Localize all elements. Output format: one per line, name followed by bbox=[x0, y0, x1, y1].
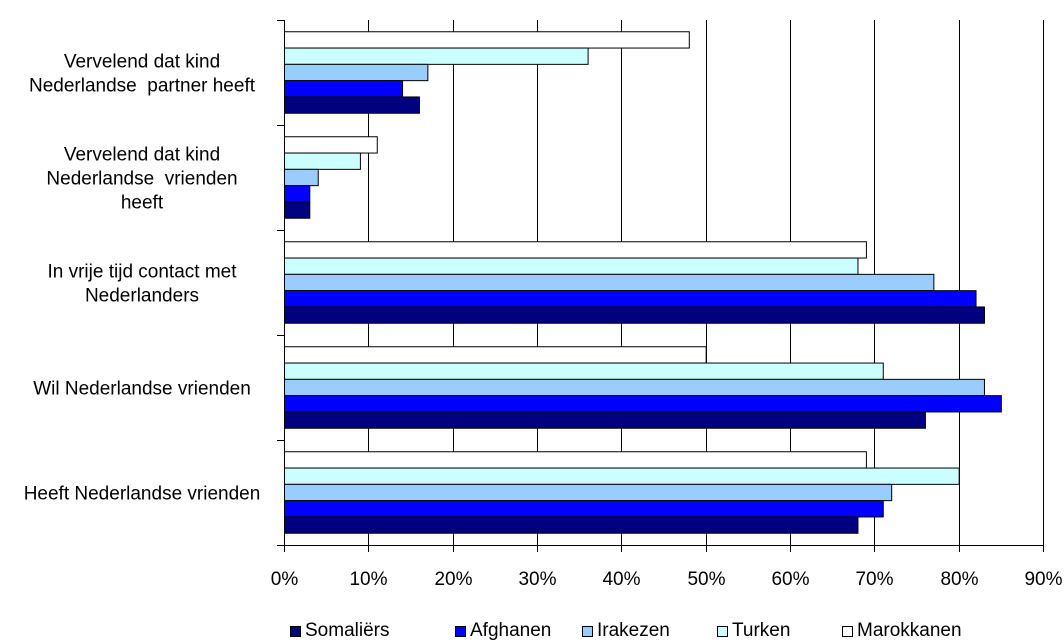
legend-label: Turken bbox=[732, 620, 791, 641]
x-tick-label: 20% bbox=[434, 569, 472, 590]
bar-marokkanen bbox=[284, 136, 378, 154]
bar-marokkanen bbox=[284, 241, 867, 259]
category-label: In vrije tijd contact met bbox=[47, 262, 237, 283]
x-tick-label: 30% bbox=[518, 569, 556, 590]
legend-item-afghanen: Afghanen bbox=[455, 620, 551, 642]
x-tick-label: 50% bbox=[687, 569, 725, 590]
x-tick-label: 60% bbox=[771, 569, 809, 590]
category-label: Vervelend dat kind bbox=[64, 52, 220, 73]
legend-swatch bbox=[290, 625, 301, 637]
legend-item-irakezen: Irakezen bbox=[582, 620, 670, 642]
legend-swatch bbox=[717, 625, 728, 637]
legend-swatch bbox=[455, 625, 466, 637]
category-label: Nederlandse partner heeft bbox=[29, 76, 256, 97]
bar-somaliërs bbox=[284, 96, 420, 114]
legend-label: Irakezen bbox=[597, 620, 670, 641]
legend-label: Marokkanen bbox=[857, 620, 962, 641]
x-tick-label: 40% bbox=[602, 569, 640, 590]
category-label: Nederlanders bbox=[85, 286, 199, 307]
category-label: Wil Nederlandse vrienden bbox=[33, 379, 251, 400]
x-tick-label: 90% bbox=[1024, 569, 1062, 590]
x-tick-label: 10% bbox=[349, 569, 387, 590]
category-label: heeft bbox=[121, 193, 164, 214]
x-tick-label: 70% bbox=[855, 569, 893, 590]
bar-turken bbox=[284, 47, 589, 65]
bar-somaliërs bbox=[284, 411, 926, 429]
bar-irakezen bbox=[284, 378, 985, 397]
category-label: Nederlandse vrienden bbox=[46, 169, 237, 190]
legend-label: Somaliërs bbox=[305, 620, 390, 641]
bar-irakezen bbox=[284, 168, 319, 187]
x-tick-label: 0% bbox=[271, 569, 299, 590]
bar-turken bbox=[284, 362, 884, 380]
bar-irakezen bbox=[284, 63, 429, 82]
bar-somaliërs bbox=[284, 306, 985, 324]
bar-irakezen bbox=[284, 273, 935, 292]
legend-item-somaliërs: Somaliërs bbox=[290, 620, 389, 642]
bar-turken bbox=[284, 152, 361, 170]
category-label: Vervelend dat kind bbox=[64, 145, 220, 166]
bar-somaliërs bbox=[284, 201, 311, 219]
bar-marokkanen bbox=[284, 451, 867, 469]
bar-marokkanen bbox=[284, 31, 690, 49]
bar-turken bbox=[284, 467, 960, 485]
bar-afghanen bbox=[284, 395, 1002, 413]
bar-irakezen bbox=[284, 483, 893, 502]
bar-afghanen bbox=[284, 500, 884, 518]
category-label: Heeft Nederlandse vrienden bbox=[24, 484, 261, 505]
bar-somaliërs bbox=[284, 516, 859, 534]
legend-item-marokkanen: Marokkanen bbox=[842, 620, 962, 642]
bar-afghanen bbox=[284, 80, 404, 98]
bar-afghanen bbox=[284, 290, 977, 308]
chart-legend: Somaliërs Afghanen Irakezen Turken Marokkane… bbox=[0, 620, 1064, 642]
legend-label: Afghanen bbox=[470, 620, 552, 641]
bar-afghanen bbox=[284, 185, 311, 203]
x-tick-label: 80% bbox=[940, 569, 978, 590]
legend-item-turken: Turken bbox=[717, 620, 790, 642]
legend-swatch bbox=[842, 625, 853, 637]
legend-swatch bbox=[582, 625, 593, 637]
bar-marokkanen bbox=[284, 346, 707, 364]
bar-turken bbox=[284, 257, 859, 275]
